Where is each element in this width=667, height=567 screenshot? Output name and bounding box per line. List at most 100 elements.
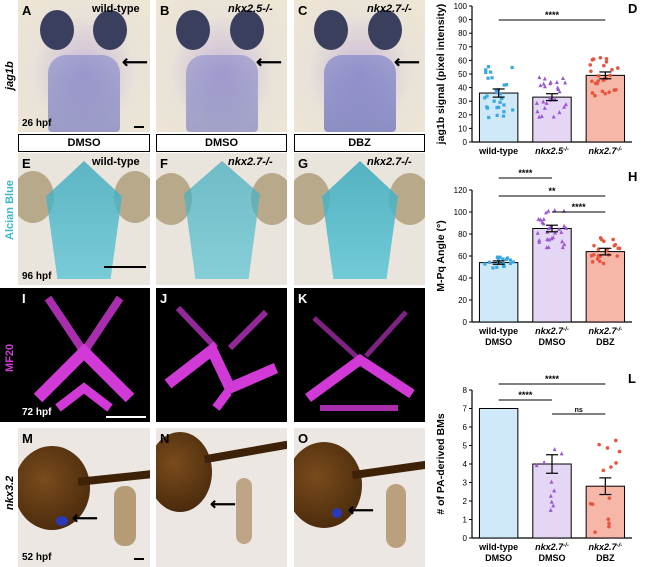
data-point bbox=[548, 493, 553, 498]
x-tick-label: wild-type bbox=[478, 542, 518, 552]
data-point bbox=[534, 100, 539, 105]
panel-F-genotype: nkx2.7-/- bbox=[228, 156, 273, 168]
y-tick-label: 8 bbox=[463, 386, 468, 395]
data-point bbox=[546, 208, 551, 213]
y-tick-label: 80 bbox=[458, 230, 467, 239]
y-tick-label: 4 bbox=[463, 460, 468, 469]
data-point bbox=[545, 237, 550, 242]
bar bbox=[532, 96, 572, 143]
y-tick-label: 0 bbox=[463, 318, 468, 327]
y-tick-label: 30 bbox=[458, 97, 467, 106]
data-point bbox=[537, 114, 542, 119]
data-point bbox=[559, 229, 564, 234]
data-point bbox=[511, 260, 515, 264]
data-point bbox=[562, 223, 567, 228]
data-point bbox=[494, 88, 498, 92]
data-point bbox=[559, 451, 564, 456]
data-point bbox=[556, 87, 561, 92]
data-point bbox=[552, 447, 557, 452]
data-point bbox=[495, 113, 499, 117]
x-tick-label: wild-type bbox=[478, 326, 518, 336]
data-point bbox=[560, 245, 565, 250]
x-tick-sublabel: DMSO bbox=[539, 553, 566, 563]
cartilage bbox=[46, 161, 122, 279]
jaw-stain bbox=[236, 478, 252, 544]
data-point bbox=[553, 230, 558, 235]
data-point bbox=[538, 217, 543, 222]
data-point bbox=[549, 479, 554, 484]
data-point bbox=[510, 65, 514, 70]
y-axis-label: # of PA-derived BMs bbox=[435, 413, 447, 514]
data-point bbox=[546, 245, 551, 250]
data-point bbox=[541, 99, 546, 104]
data-point bbox=[491, 266, 495, 270]
data-point bbox=[612, 88, 617, 92]
muscle-stain bbox=[33, 295, 135, 412]
panel-B-genotype: nkx2.5-/- bbox=[228, 3, 273, 15]
panel-C-genotype: nkx2.7-/- bbox=[367, 3, 412, 15]
data-point bbox=[603, 91, 607, 96]
y-tick-label: 100 bbox=[454, 2, 468, 11]
cartilage bbox=[184, 161, 260, 279]
data-point bbox=[593, 530, 597, 534]
significance-label: ns bbox=[575, 407, 583, 414]
y-tick-label: 100 bbox=[454, 208, 468, 217]
chart-letter: D bbox=[628, 1, 637, 16]
panel-N-letter: N bbox=[160, 431, 170, 446]
data-point bbox=[617, 246, 622, 251]
eye-right bbox=[368, 10, 402, 50]
data-point bbox=[486, 76, 490, 80]
data-point bbox=[609, 465, 613, 469]
eye-left bbox=[176, 10, 210, 50]
eye-right bbox=[93, 10, 127, 50]
eye bbox=[294, 442, 362, 528]
panel-M-image: ⟵ bbox=[18, 428, 150, 567]
y-tick-label: 7 bbox=[463, 405, 468, 414]
data-point bbox=[537, 237, 542, 242]
data-point bbox=[589, 69, 593, 74]
y-tick-label: 50 bbox=[458, 70, 467, 79]
data-point bbox=[557, 89, 562, 94]
bar bbox=[478, 92, 519, 143]
data-point bbox=[608, 73, 613, 78]
data-point bbox=[548, 95, 553, 100]
y-axis-label: jag1b signal (pixel intensity) bbox=[435, 4, 447, 146]
data-point bbox=[592, 243, 596, 248]
x-tick-label: wild-type bbox=[478, 146, 518, 156]
stain-body bbox=[324, 55, 396, 132]
data-point bbox=[502, 103, 506, 107]
panel-O-letter: O bbox=[298, 431, 309, 446]
data-point bbox=[501, 114, 506, 118]
data-point bbox=[548, 507, 553, 512]
significance-label: **** bbox=[545, 10, 560, 20]
panel-J-letter: J bbox=[160, 291, 168, 306]
row-label-jag1b: jag1b bbox=[4, 61, 16, 90]
data-point bbox=[600, 89, 605, 94]
panel-F-image bbox=[156, 153, 287, 285]
pigment-stripe bbox=[77, 470, 150, 486]
y-tick-label: 3 bbox=[463, 479, 468, 488]
data-point bbox=[551, 114, 556, 119]
data-point bbox=[551, 503, 556, 508]
data-point bbox=[554, 80, 559, 85]
y-tick-label: 1 bbox=[463, 516, 468, 525]
data-point bbox=[544, 100, 549, 105]
data-point bbox=[544, 210, 549, 215]
data-point bbox=[557, 110, 562, 115]
x-tick-sublabel: DMSO bbox=[485, 337, 512, 347]
x-tick-sublabel: DMSO bbox=[485, 553, 512, 563]
data-point bbox=[485, 106, 490, 110]
data-point bbox=[549, 499, 554, 504]
data-point bbox=[541, 81, 546, 86]
significance-label: **** bbox=[518, 168, 533, 178]
y-tick-label: 90 bbox=[458, 16, 467, 25]
y-tick-label: 60 bbox=[458, 56, 467, 65]
x-tick-sublabel: DBZ bbox=[596, 553, 615, 563]
bar bbox=[478, 262, 519, 323]
cartilage bbox=[322, 161, 398, 279]
y-tick-label: 80 bbox=[458, 29, 467, 38]
panel-E-letter: E bbox=[22, 156, 31, 171]
significance-label: **** bbox=[518, 390, 533, 400]
y-tick-label: 6 bbox=[463, 423, 468, 432]
data-point bbox=[535, 230, 540, 235]
